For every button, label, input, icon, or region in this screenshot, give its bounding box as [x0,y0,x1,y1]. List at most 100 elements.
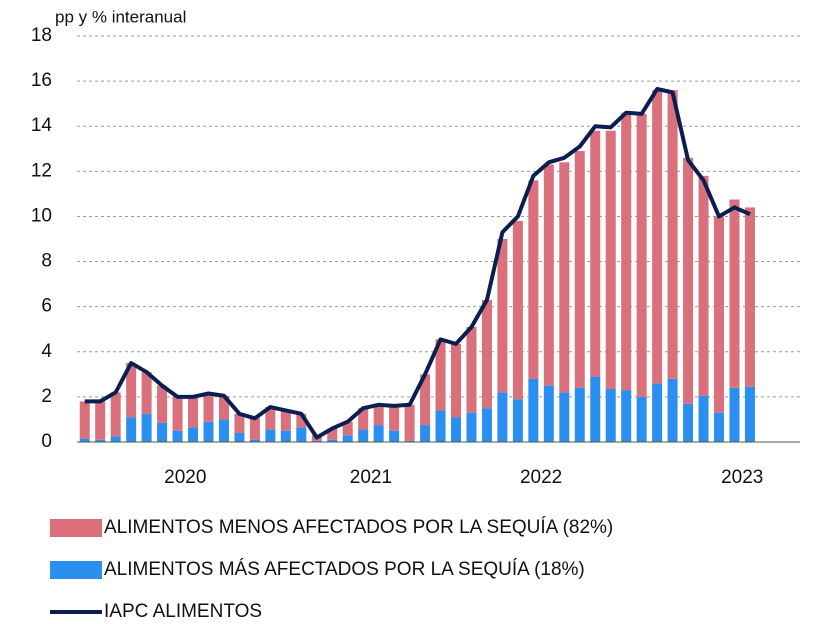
bar-segment [249,418,260,440]
x-tick-label: 2023 [721,467,763,488]
bar-segment [203,421,214,442]
bar-segment [559,162,570,393]
line [84,87,751,440]
y-tick-label: 14 [31,115,53,136]
bar-segment [188,427,199,442]
bar-segment [652,383,663,442]
bar-segment [744,207,755,387]
bar-segment [218,395,229,420]
bar-segment [296,413,307,428]
bar-segment [512,399,523,442]
bar-segment [373,425,384,442]
bar-segment [512,220,523,400]
bar-segment [172,430,183,442]
bar-segment [574,387,585,442]
bar-segment [435,410,446,442]
bar-segment [652,90,663,384]
x-tick-label: 2020 [164,467,206,488]
bar-segment [389,405,400,431]
bar-segment [714,412,725,442]
bar-segment [481,408,492,442]
bar-segment [79,438,90,442]
bar-segment [451,417,462,442]
y-tick-label: 2 [41,386,52,407]
y-tick-label: 4 [41,341,52,362]
bar-segment [373,404,384,426]
bar-segment [157,385,168,423]
bar-segment [234,432,245,442]
y-tick-label: 8 [41,251,52,272]
bar-segment [466,326,477,413]
bar-segment [327,428,338,440]
bar-segment [636,396,647,442]
y-tick-label: 16 [31,70,52,91]
bar-segment [311,440,322,442]
bar-segment [667,378,678,442]
bar-segment [714,216,725,413]
bar-segment [497,239,508,393]
bar-segment [621,390,632,442]
bar-segment [95,401,106,440]
bar-segment [172,396,183,431]
bar-segment [358,429,369,442]
bar-segment [605,388,616,442]
y-tick-label: 18 [31,25,52,46]
y-tick-label: 12 [31,160,52,181]
bar-segment [342,435,353,442]
bar-segment [683,157,694,404]
y-axis-label: pp y % interanual [55,7,186,26]
legend-label: ALIMENTOS MÁS AFECTADOS POR LA SEQUÍA (1… [104,559,585,580]
bar-segment [528,378,539,442]
bar-segment [466,412,477,442]
bar-segment [744,386,755,442]
bar-segment [358,408,369,430]
bar-segment [126,363,137,418]
legend-label: IAPC ALIMENTOS [104,601,262,622]
bar-segment [404,440,415,442]
bar-segment [141,413,152,442]
y-tick-label: 0 [41,431,52,452]
bar-segment [327,439,338,442]
bar-segment [404,404,415,441]
bar-segment [497,392,508,442]
legend-swatch [50,561,102,579]
bar-segment [590,130,601,377]
x-tick-label: 2022 [520,467,562,488]
bar-segment [342,421,353,436]
bar-segment [280,410,291,431]
bar-segment [296,427,307,442]
bar-segment [667,90,678,379]
bar-segment [95,439,106,442]
bar-segment [265,407,276,430]
bar-segment [79,401,90,439]
bar-segment [126,417,137,442]
bar-segment [451,343,462,418]
bar-segment [698,175,709,396]
bar-segment [435,339,446,411]
bar-segment [218,419,229,442]
bar-segment [543,164,554,386]
y-tick-label: 10 [31,205,52,226]
bar-segment [420,374,431,426]
x-tick-label: 2021 [350,467,392,488]
bar-segment [636,113,647,397]
bar-segment [698,395,709,442]
bar-segment [188,396,199,428]
bar-segment [543,385,554,442]
bar-segment [590,376,601,442]
bar-segment [729,199,740,388]
y-tick-label: 6 [41,296,52,317]
bar-segment [729,387,740,442]
bar-segment [280,430,291,442]
bar-segment [481,299,492,409]
bar-segment [621,112,632,391]
bar-segment [141,372,152,414]
bar-segment [265,429,276,442]
bar-segment [559,392,570,442]
bar-segment [574,151,585,388]
bar-segment [203,393,214,422]
bar-segment [234,413,245,433]
bar-segment [528,180,539,379]
bar-segment [605,130,616,389]
